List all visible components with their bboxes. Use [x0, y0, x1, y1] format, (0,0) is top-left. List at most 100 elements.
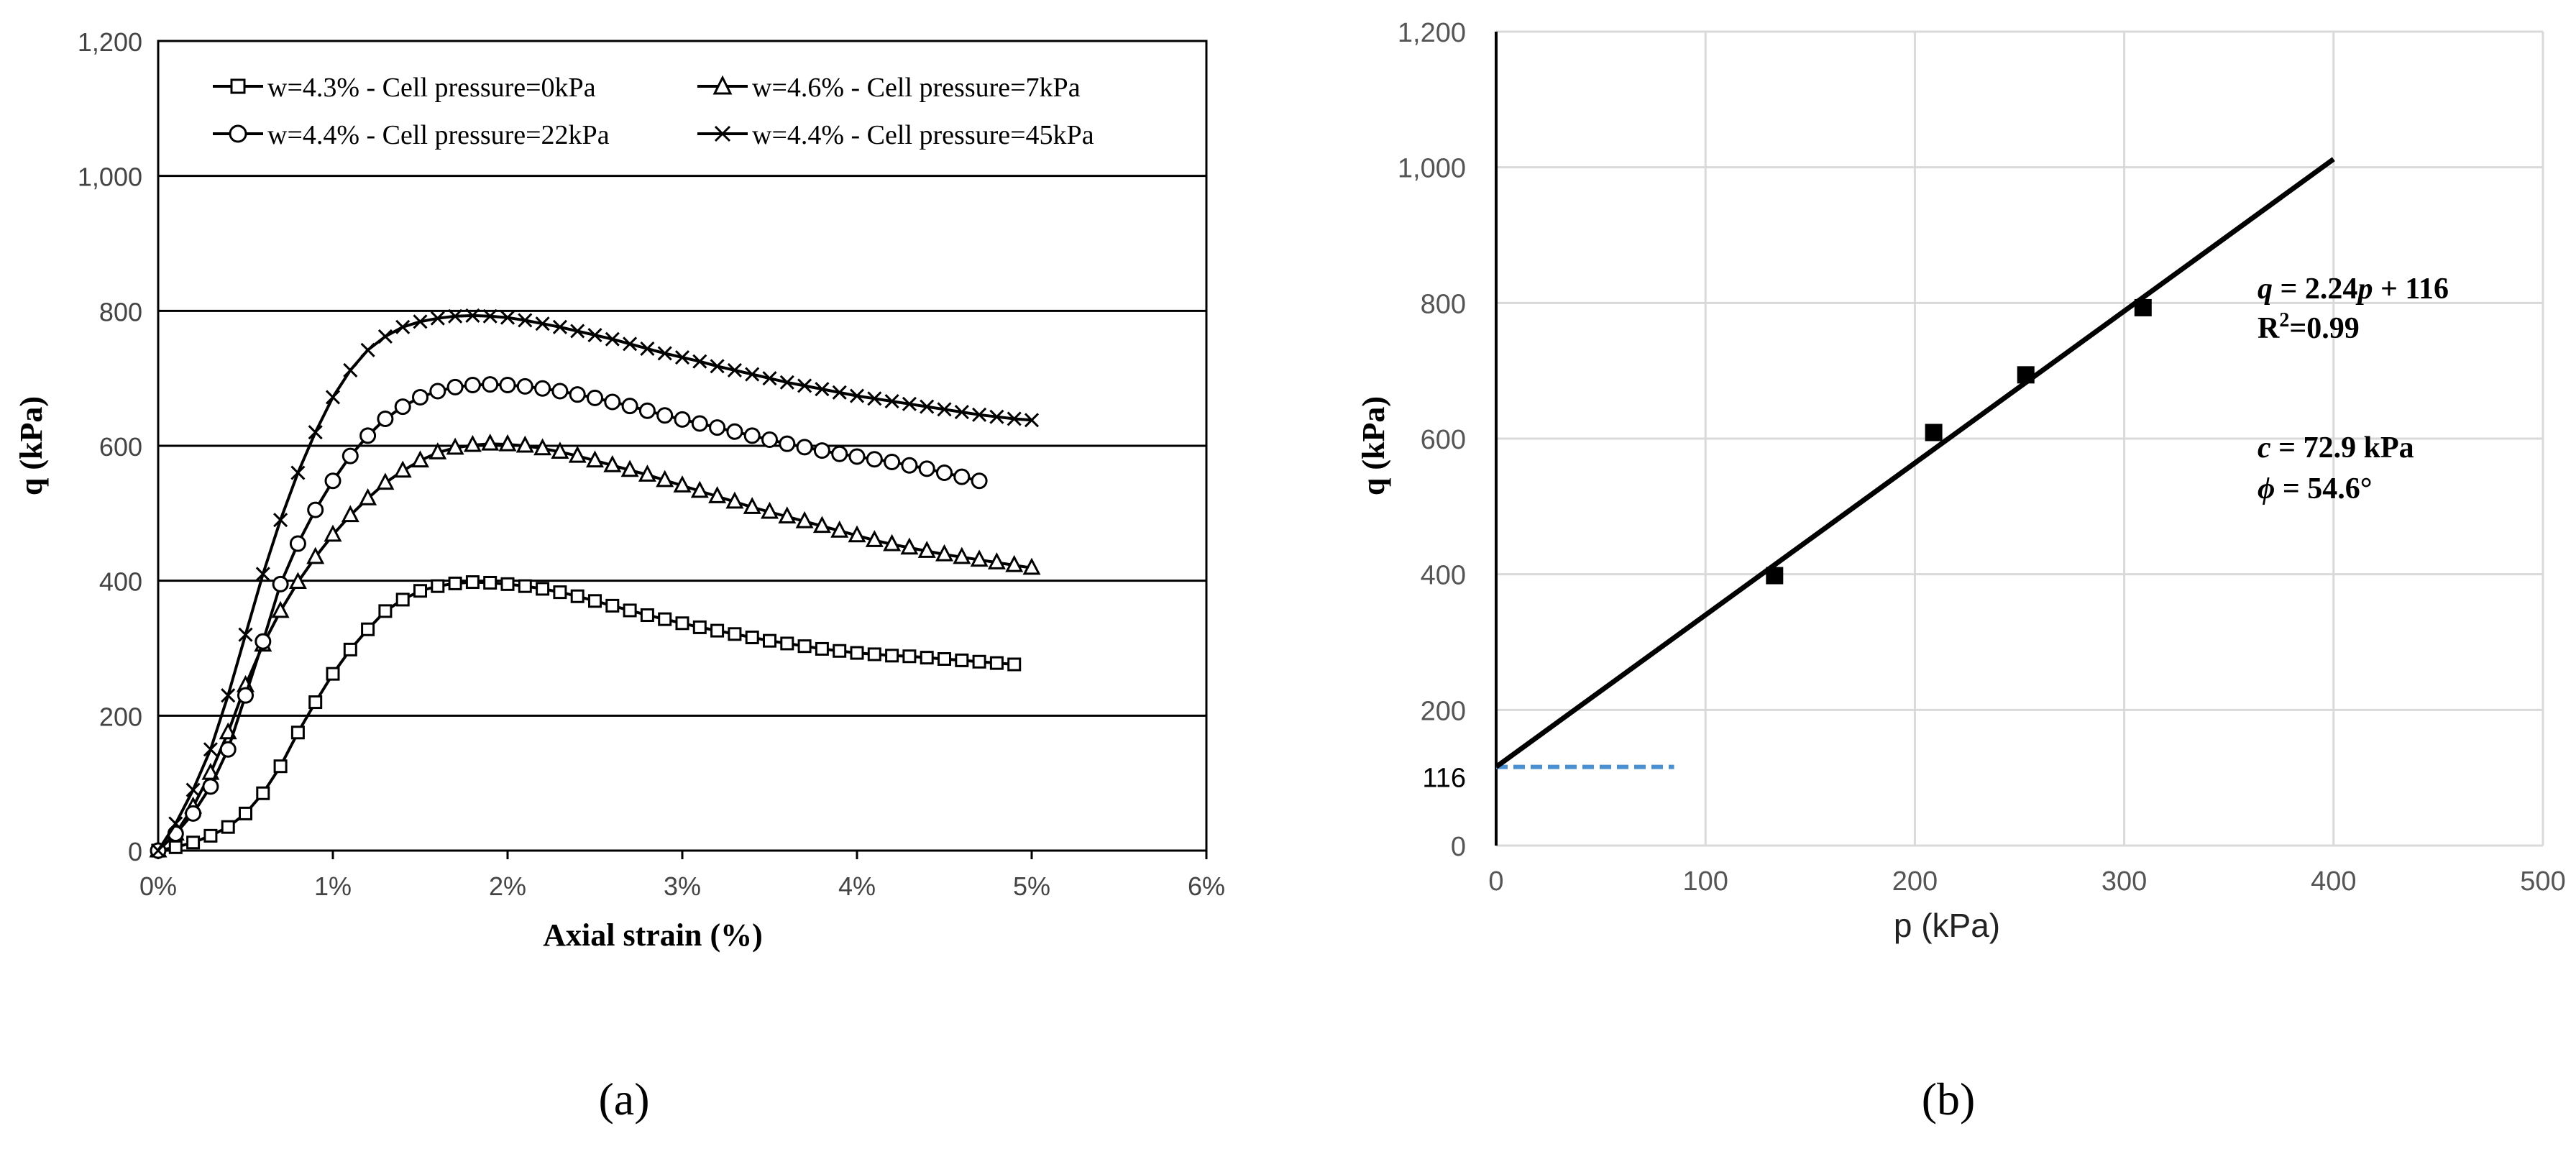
a-point-triangle: [603, 454, 622, 472]
a-point-square: [536, 582, 550, 596]
b-x-tick-label: 500: [2520, 866, 2565, 897]
a-point-triangle: [376, 472, 395, 490]
a-point-circle: [342, 447, 359, 464]
a-point-square: [640, 608, 654, 623]
a-point-circle: [971, 472, 988, 490]
r2-suffix: =0.99: [2289, 312, 2359, 345]
a-point-square: [692, 620, 707, 634]
a-point-x: [430, 311, 445, 326]
a-point-triangle: [341, 505, 359, 523]
a-point-square: [413, 584, 427, 598]
panel-a-label: (a): [598, 1074, 649, 1125]
a-series-line: [157, 442, 1032, 852]
a-point-square: [326, 667, 340, 681]
a-point-x: [657, 346, 672, 361]
b-x-tick-label: 300: [2101, 866, 2147, 897]
a-point-x: [325, 390, 341, 405]
a-point-x: [1007, 411, 1022, 426]
a-point-x: [552, 319, 567, 334]
a-point-square: [938, 652, 951, 667]
b-y-tick-label: 600: [1421, 425, 1466, 455]
a-point-circle: [604, 393, 621, 411]
a-point-x: [360, 342, 375, 357]
a-x-axis-label: Axial strain (%): [543, 917, 763, 953]
a-point-x: [972, 407, 987, 422]
a-point-x: [902, 396, 917, 411]
a-point-x: [710, 359, 725, 374]
a-point-triangle: [1005, 554, 1024, 572]
a-point-square: [483, 575, 498, 590]
a-point-square: [623, 603, 637, 618]
a-point-square: [239, 806, 252, 820]
a-point-x: [482, 308, 498, 324]
a-point-circle: [307, 501, 324, 518]
a-point-x: [623, 337, 638, 352]
a-y-tick-label: 1,200: [78, 27, 142, 57]
a-y-tick-label: 400: [99, 567, 142, 597]
a-point-square: [972, 654, 986, 669]
a-point-square: [728, 627, 742, 641]
a-point-triangle: [533, 438, 552, 456]
legend-circle-icon: [229, 124, 247, 143]
b-cohesion-annotation: c = 72.9 kPa: [2258, 431, 2414, 464]
a-point-square: [815, 641, 829, 656]
panel-b-label: (b): [1922, 1074, 1976, 1125]
a-point-x: [692, 354, 707, 369]
a-point-circle: [429, 383, 446, 400]
a-point-x: [255, 567, 270, 582]
a-point-x: [989, 409, 1004, 424]
a-point-triangle: [638, 464, 656, 482]
a-point-square: [553, 585, 567, 600]
a-point-triangle: [306, 546, 325, 564]
a-point-x: [832, 385, 847, 400]
a-point-circle: [761, 431, 778, 449]
a-point-square: [745, 630, 759, 644]
b-y-axis-label: q (kPa): [1356, 396, 1391, 495]
eq-middle: = 2.24: [2273, 273, 2357, 306]
a-x-tick-label: 3%: [664, 871, 701, 901]
a-x-tick-label: 2%: [489, 871, 526, 901]
legend-label-7kpa: w=4.6% - Cell pressure=7kPa: [752, 73, 1081, 103]
a-y-tick-labels: 0 200 400 600 800 1,000 1,200: [78, 27, 142, 866]
a-point-triangle: [900, 537, 919, 555]
a-point-square: [920, 651, 934, 665]
a-point-circle: [289, 535, 306, 552]
a-x-tick-label: 0%: [139, 871, 177, 901]
legend-label-0kpa: w=4.3% - Cell pressure=0kPa: [267, 73, 596, 103]
b-data-point: [1766, 567, 1784, 585]
b-data-points: [1766, 298, 2152, 585]
a-point-square: [867, 647, 881, 662]
a-point-triangle: [359, 487, 377, 505]
a-point-x: [745, 367, 760, 382]
a-point-x: [290, 465, 306, 480]
a-x-tick-labels: 0% 1% 2% 3% 4% 5% 6%: [139, 851, 1225, 901]
a-point-circle: [255, 633, 272, 650]
a-point-circle: [587, 389, 603, 406]
a-x-tick-label: 5%: [1013, 871, 1050, 901]
a-point-x: [674, 350, 690, 365]
a-point-square: [797, 639, 812, 654]
b-y-intercept-tick-label: 116: [1422, 764, 1466, 794]
a-point-square: [605, 598, 620, 613]
b-y-tick-label: 800: [1421, 289, 1466, 319]
b-x-tick-labels: 0 100 200 300 400 500: [1488, 866, 2565, 897]
a-point-triangle: [970, 549, 989, 567]
a-point-square: [221, 820, 235, 834]
a-point-x: [920, 399, 935, 414]
a-point-triangle: [481, 433, 500, 451]
a-point-x: [587, 328, 602, 343]
a-point-circle: [185, 805, 202, 822]
r2-prefix: R: [2258, 312, 2280, 345]
a-point-square: [850, 646, 864, 660]
a-point-triangle: [428, 442, 447, 459]
a-point-circle: [219, 741, 237, 758]
a-point-square: [658, 612, 672, 626]
legend-triangle-icon: [712, 75, 733, 95]
a-point-square: [273, 759, 288, 774]
a-point-circle: [936, 464, 953, 482]
a-point-x: [797, 378, 812, 393]
a-point-square: [902, 649, 917, 664]
a-point-triangle: [708, 486, 727, 503]
legend-label-45kpa: w=4.4% - Cell pressure=45kPa: [752, 120, 1094, 150]
a-point-circle: [377, 410, 394, 427]
